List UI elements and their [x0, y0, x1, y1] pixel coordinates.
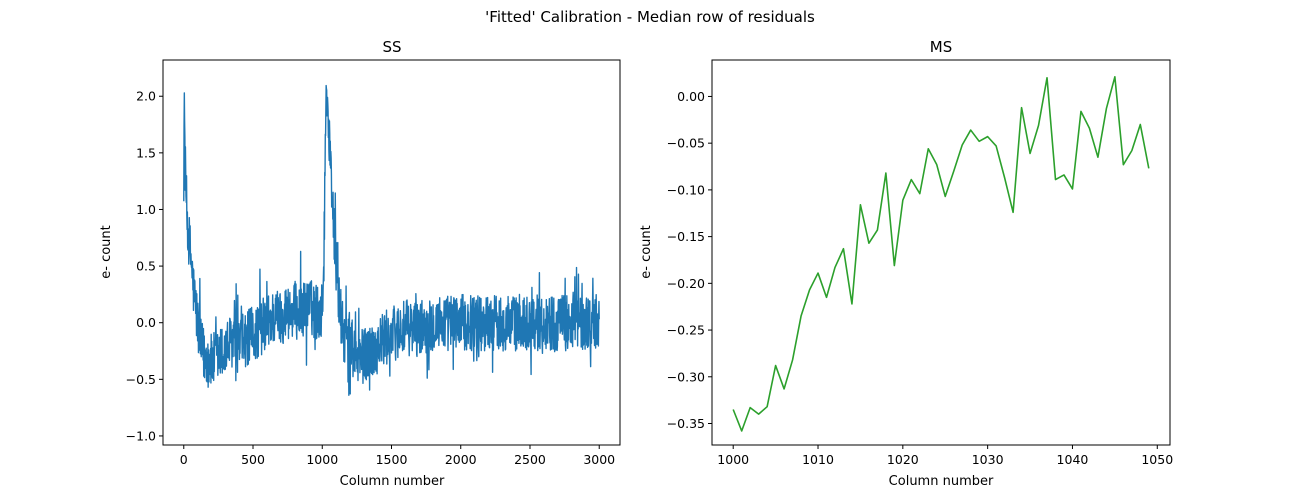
ms-series-line — [732, 76, 1150, 432]
ms-plot-frame — [711, 59, 1171, 446]
ms-y-tick-label: −0.10 — [667, 182, 705, 197]
figure-suptitle: 'Fitted' Calibration - Median row of res… — [485, 8, 815, 26]
ss-x-tick-label: 2500 — [514, 452, 546, 467]
ss-y-tick-label: −1.0 — [126, 428, 156, 443]
ms-y-axis-label: e- count — [639, 225, 654, 279]
ss-x-tick-label: 500 — [241, 452, 265, 467]
ss-x-ticks: 0 500 1000 1500 2000 2500 3000 — [180, 445, 615, 467]
ms-y-tick-label: −0.20 — [667, 276, 705, 291]
ss-y-tick-label: 0.0 — [136, 315, 156, 330]
ss-series-line — [183, 84, 600, 396]
ss-y-tick-label: 0.5 — [136, 259, 156, 274]
ss-plot-area — [183, 84, 600, 396]
ms-y-tick-label: −0.35 — [667, 416, 705, 431]
ss-x-tick-label: 3000 — [583, 452, 615, 467]
ss-x-tick-label: 1000 — [306, 452, 338, 467]
ms-title: MS — [930, 38, 952, 56]
ms-x-tick-label: 1020 — [887, 452, 919, 467]
ms-x-tick-label: 1030 — [972, 452, 1004, 467]
ss-y-tick-label: −0.5 — [126, 372, 156, 387]
ss-x-tick-label: 1500 — [376, 452, 408, 467]
ss-y-ticks: −1.0 −0.5 0.0 0.5 1.0 1.5 2.0 — [126, 89, 163, 443]
ms-y-tick-label: 0.00 — [677, 89, 705, 104]
ss-y-axis-label: e- count — [99, 225, 114, 279]
ms-x-tick-label: 1040 — [1057, 452, 1089, 467]
ms-y-ticks: −0.35 −0.30 −0.25 −0.20 −0.15 −0.10 −0.05 0.00 — [667, 89, 712, 431]
ss-y-tick-label: 2.0 — [136, 89, 156, 104]
ms-x-axis-label: Column number — [889, 474, 994, 489]
ms-y-tick-label: −0.25 — [667, 323, 705, 338]
ss-y-tick-label: 1.0 — [136, 202, 156, 217]
ss-x-tick-label: 0 — [180, 452, 188, 467]
ms-y-tick-label: −0.05 — [667, 136, 705, 151]
ms-plot-area — [732, 76, 1150, 432]
ss-x-tick-label: 2000 — [445, 452, 477, 467]
ss-plot-frame — [162, 59, 621, 446]
ms-y-tick-label: −0.15 — [667, 229, 705, 244]
ss-x-axis-label: Column number — [340, 474, 445, 489]
ms-x-tick-label: 1000 — [717, 452, 749, 467]
ms-x-tick-label: 1050 — [1141, 452, 1173, 467]
ss-axes: SS 0 500 1000 1500 2000 2500 3000 −1.0 −0.5 0.0 0… — [99, 38, 621, 489]
ss-title: SS — [382, 38, 401, 56]
ms-axes: MS 1000 1010 1020 1030 1040 1050 −0.35−0.30−0… — [639, 38, 1173, 489]
ss-y-tick-label: 1.5 — [136, 145, 156, 160]
ms-x-tick-label: 1010 — [802, 452, 834, 467]
ms-x-ticks: 1000 1010 1020 1030 1040 1050 — [717, 445, 1173, 467]
ms-y-tick-label: −0.30 — [667, 369, 705, 384]
